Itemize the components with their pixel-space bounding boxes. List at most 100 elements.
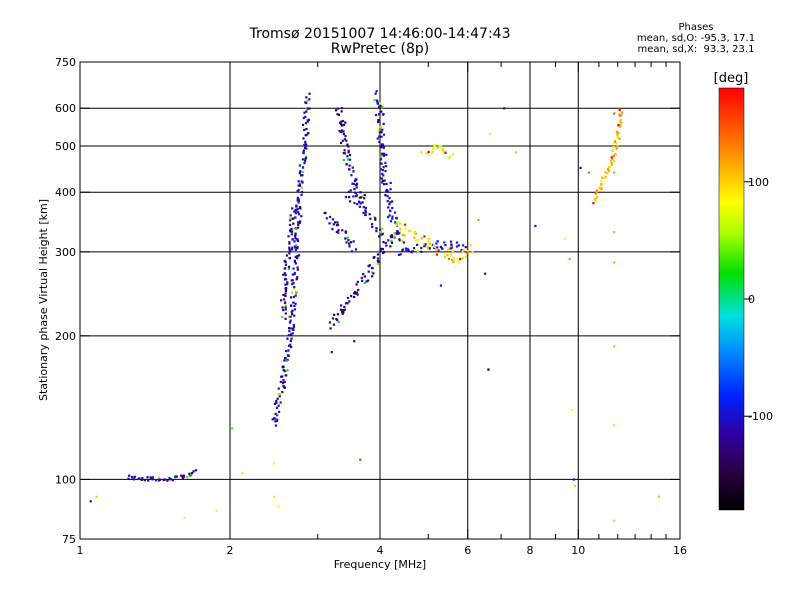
data-point <box>288 217 292 220</box>
data-point <box>379 105 382 108</box>
data-point <box>379 249 382 252</box>
data-point <box>390 241 394 244</box>
data-point <box>344 152 347 155</box>
data-point <box>391 215 394 218</box>
data-point <box>293 271 296 275</box>
data-point <box>363 275 367 278</box>
data-point <box>305 147 308 150</box>
data-point <box>381 181 384 184</box>
data-point <box>308 107 311 110</box>
data-point <box>404 247 408 250</box>
data-point <box>356 203 359 206</box>
data-point <box>276 397 279 400</box>
data-point <box>288 249 292 252</box>
data-point <box>619 119 622 122</box>
data-point <box>290 291 294 294</box>
data-point <box>294 244 298 247</box>
data-point <box>188 472 191 475</box>
data-point <box>380 135 383 138</box>
data-point <box>339 308 343 311</box>
data-point <box>444 243 447 247</box>
data-point <box>290 310 293 314</box>
data-point <box>443 252 447 255</box>
data-point <box>381 172 384 176</box>
data-point <box>283 386 286 389</box>
data-point <box>610 156 613 159</box>
data-point <box>295 204 298 207</box>
data-point <box>127 477 130 480</box>
data-point <box>337 321 340 324</box>
x-tick-label: 8 <box>527 544 534 557</box>
data-point <box>182 474 185 477</box>
data-point <box>290 227 293 231</box>
data-point <box>278 393 281 396</box>
data-point <box>289 296 293 299</box>
data-point <box>368 213 371 216</box>
data-point <box>290 345 293 349</box>
data-point <box>439 284 443 287</box>
data-point <box>292 328 295 332</box>
data-point <box>386 200 389 203</box>
data-point <box>286 369 289 372</box>
data-point <box>181 477 185 480</box>
data-point <box>301 123 305 127</box>
data-point <box>420 246 423 250</box>
data-point <box>284 308 287 311</box>
data-point <box>605 172 608 175</box>
data-point <box>287 349 290 352</box>
data-point <box>283 272 287 275</box>
data-point <box>297 223 300 226</box>
data-point <box>618 113 621 116</box>
data-point <box>608 169 611 172</box>
data-point <box>443 150 446 153</box>
data-point <box>294 246 297 249</box>
data-point <box>304 115 307 118</box>
data-point <box>574 484 577 487</box>
data-point <box>297 199 300 202</box>
data-point <box>336 318 339 322</box>
data-point <box>166 479 169 482</box>
data-point <box>440 247 444 250</box>
data-point <box>450 246 454 249</box>
data-point <box>370 266 374 270</box>
data-point <box>451 153 455 156</box>
data-point <box>610 163 613 166</box>
data-point <box>385 244 388 247</box>
data-point <box>433 245 436 249</box>
data-point <box>339 304 343 307</box>
data-point <box>345 163 348 166</box>
data-point <box>435 242 438 245</box>
data-point <box>292 217 295 220</box>
colorbar <box>718 87 745 511</box>
data-point <box>393 231 396 235</box>
data-point <box>292 323 296 327</box>
data-point <box>292 267 295 270</box>
data-point <box>600 179 603 182</box>
data-point <box>420 237 423 240</box>
data-point <box>355 183 358 187</box>
data-point <box>141 477 144 480</box>
data-point <box>146 476 149 479</box>
data-point <box>572 478 576 481</box>
y-tick-label: 600 <box>55 102 76 115</box>
data-point <box>297 201 300 204</box>
data-point <box>416 249 420 253</box>
data-point <box>348 154 352 157</box>
data-point <box>284 267 287 270</box>
data-point <box>441 147 444 150</box>
data-point <box>291 207 294 210</box>
data-point <box>361 279 364 283</box>
data-point <box>291 279 294 282</box>
data-point <box>563 237 567 240</box>
data-point <box>464 246 467 249</box>
data-point <box>289 315 292 318</box>
data-point <box>367 265 370 268</box>
data-point <box>449 240 453 243</box>
data-point <box>657 495 660 498</box>
data-point <box>190 473 193 476</box>
data-point <box>273 402 277 405</box>
data-point <box>296 190 299 193</box>
data-point <box>434 249 438 252</box>
data-point <box>381 169 384 172</box>
data-point <box>297 213 301 216</box>
